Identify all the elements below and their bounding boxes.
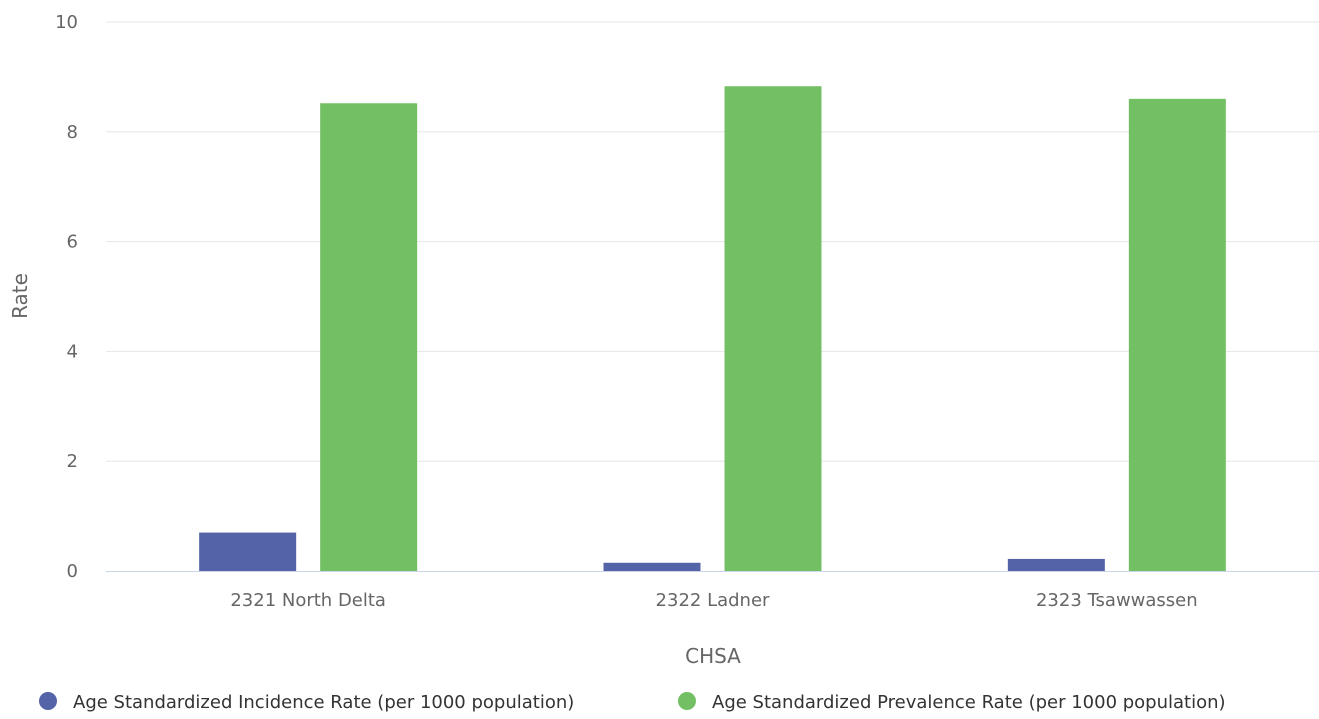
legend: Age Standardized Incidence Rate (per 100… <box>39 692 1226 713</box>
gridlines <box>106 21 1319 462</box>
x-tick-label: 2321 North Delta <box>230 590 386 611</box>
y-tick-label: 0 <box>67 561 78 582</box>
legend-item-prevalence[interactable]: Age Standardized Prevalence Rate (per 10… <box>678 692 1226 713</box>
y-axis-title: Rate <box>8 273 32 319</box>
legend-marker <box>39 692 57 710</box>
legend-label: Age Standardized Incidence Rate (per 100… <box>73 692 574 713</box>
incidence-bar-1[interactable] <box>199 532 297 571</box>
legend-label: Age Standardized Prevalence Rate (per 10… <box>712 692 1226 713</box>
incidence-bar-3[interactable] <box>1007 558 1105 571</box>
y-tick-label: 2 <box>67 451 78 472</box>
y-tick-label: 4 <box>67 341 78 362</box>
prevalence-bar-3[interactable] <box>1128 98 1226 572</box>
legend-item-incidence[interactable]: Age Standardized Incidence Rate (per 100… <box>39 692 574 713</box>
y-axis-ticks: 0 2 4 6 8 10 <box>55 12 78 582</box>
y-tick-label: 8 <box>67 122 78 143</box>
y-tick-label: 10 <box>55 12 78 33</box>
incidence-bar-2[interactable] <box>603 562 701 571</box>
x-tick-label: 2322 Ladner <box>656 590 770 611</box>
prevalence-bar-1[interactable] <box>320 103 418 571</box>
y-tick-label: 6 <box>67 232 78 253</box>
x-axis-ticks: 2321 North Delta 2322 Ladner 2323 Tsawwass… <box>230 590 1197 611</box>
bars <box>199 86 1226 572</box>
x-axis-title: CHSA <box>685 644 741 668</box>
legend-marker <box>678 692 696 710</box>
prevalence-bar-2[interactable] <box>724 86 822 571</box>
x-tick-label: 2323 Tsawwassen <box>1036 590 1198 611</box>
